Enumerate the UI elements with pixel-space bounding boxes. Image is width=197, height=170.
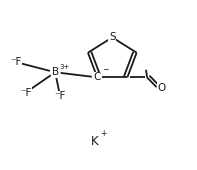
Text: K: K xyxy=(91,135,98,148)
Text: ⁻F: ⁻F xyxy=(20,88,31,98)
Text: O: O xyxy=(158,83,166,93)
Text: ⁻F: ⁻F xyxy=(54,91,66,101)
Text: ⁻F: ⁻F xyxy=(10,57,21,67)
Text: −: − xyxy=(102,65,109,74)
Text: +: + xyxy=(100,129,106,138)
Text: 3+: 3+ xyxy=(59,64,70,70)
Text: C: C xyxy=(94,72,101,82)
Text: S: S xyxy=(109,32,116,42)
Text: B: B xyxy=(52,67,59,77)
